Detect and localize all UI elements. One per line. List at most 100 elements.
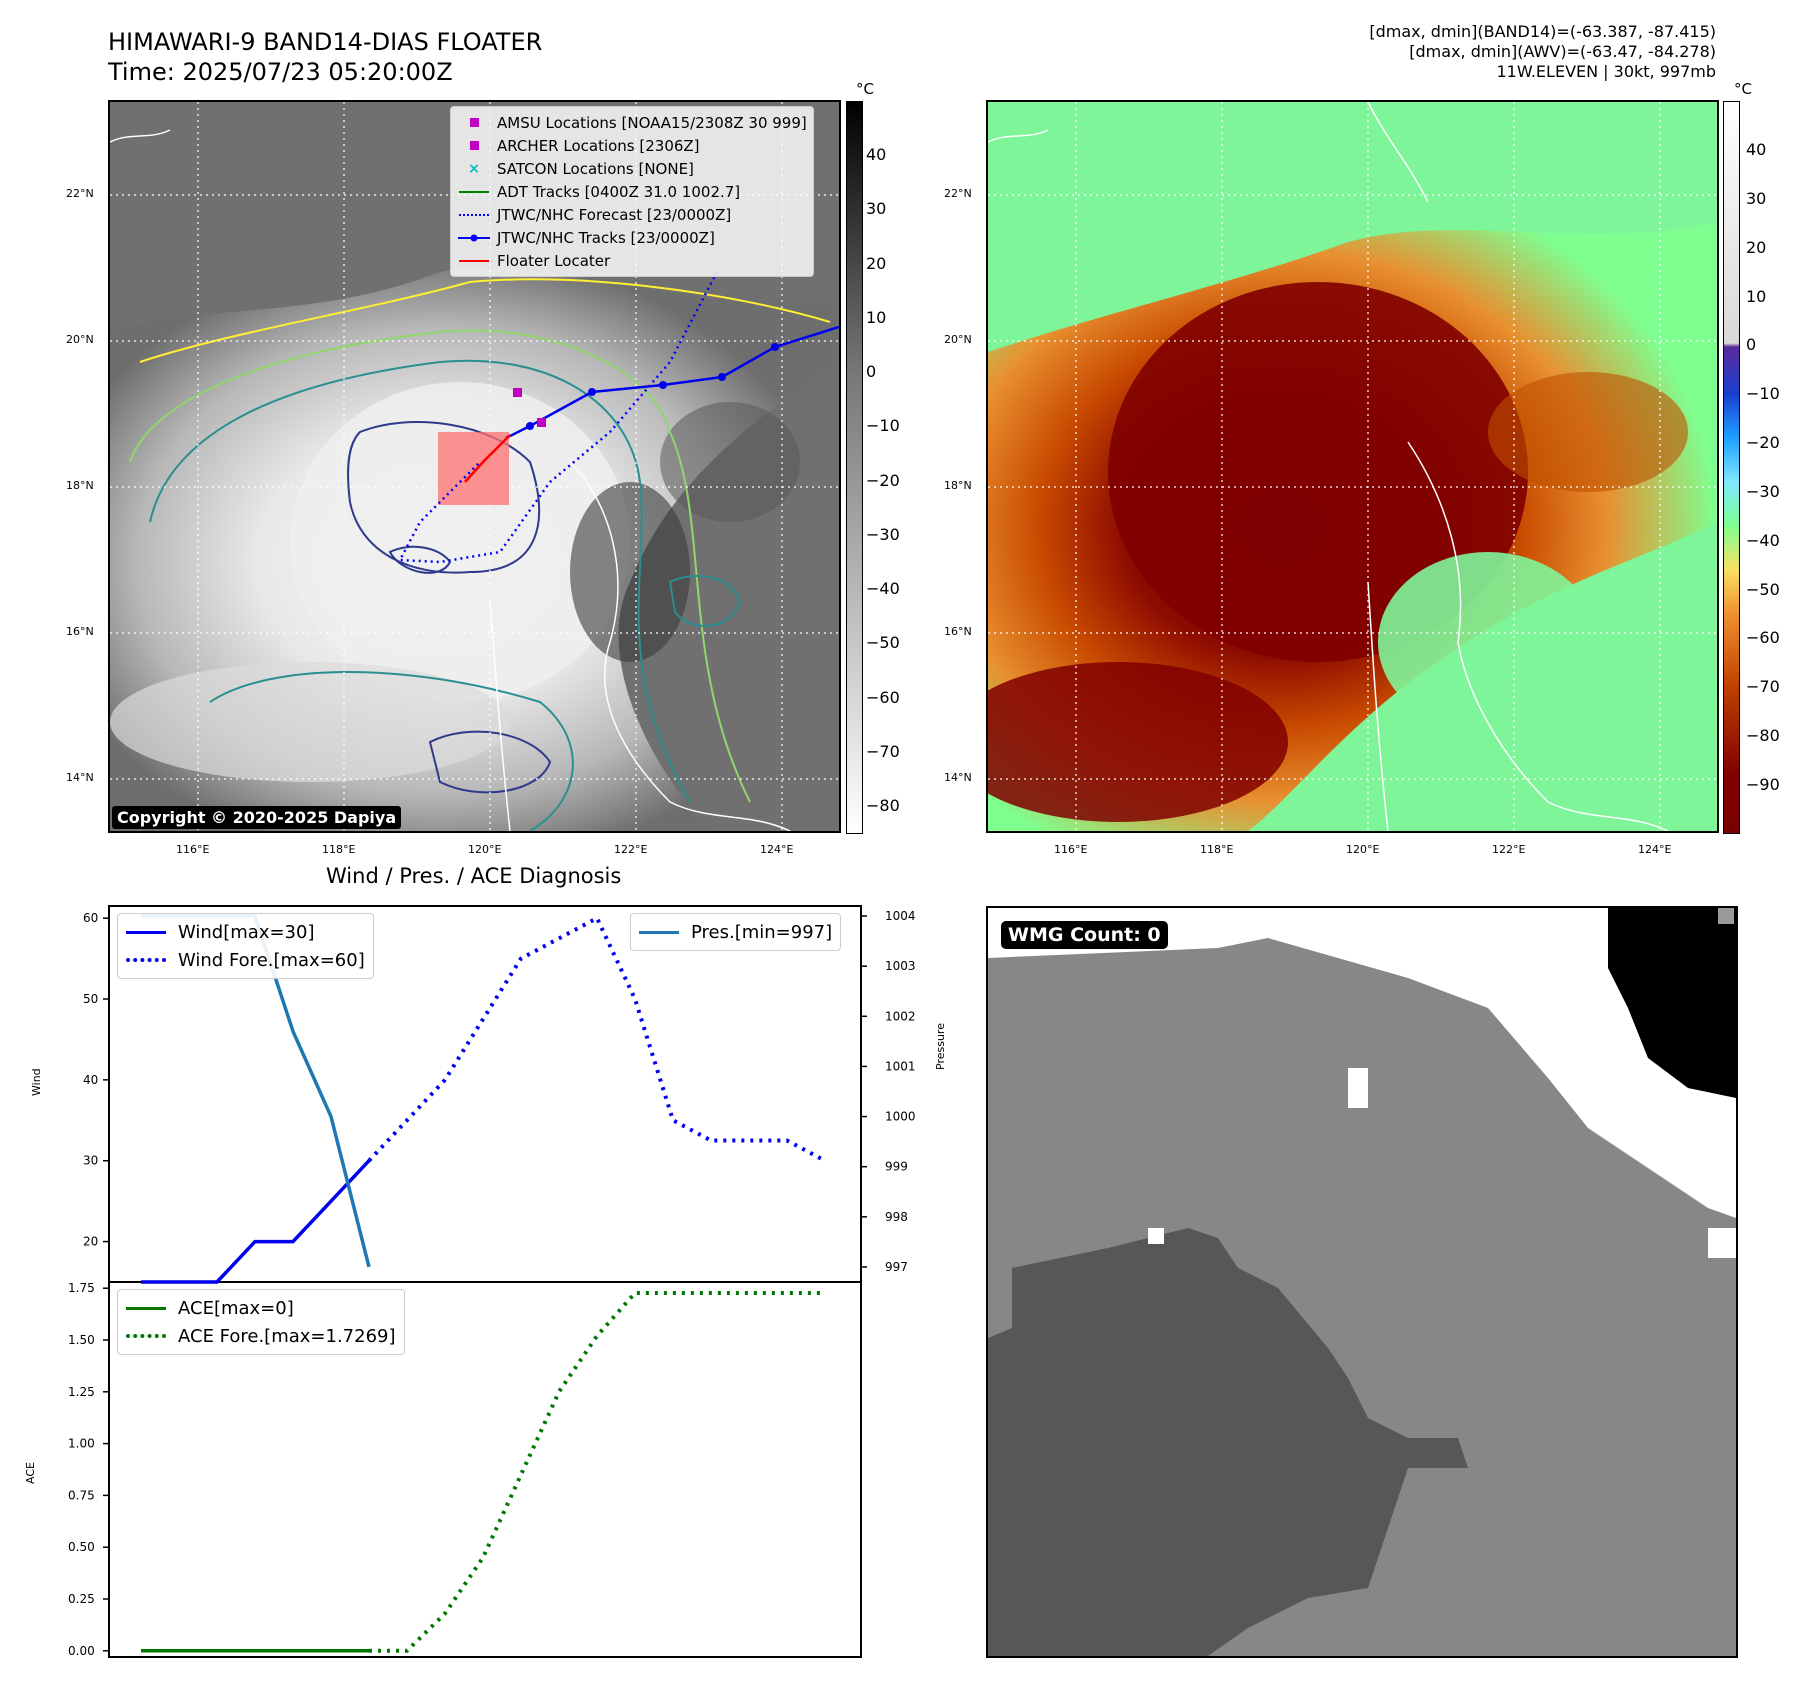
colorbar-gray-unit: °C <box>856 80 874 98</box>
lon-label: 116°E <box>176 843 210 856</box>
ace-tick-label: 0.50 <box>68 1540 95 1554</box>
ace-axes <box>108 1281 862 1658</box>
colorbar-tick-label: −50 <box>1746 579 1780 599</box>
lon-label: 124°E <box>760 843 794 856</box>
colorbar-tick-label: 40 <box>1746 140 1767 159</box>
lon-label: 122°E <box>614 843 648 856</box>
colorbar-tick-label: −20 <box>866 470 900 490</box>
colorbar-tick-label: −90 <box>1746 775 1780 794</box>
wind-tick-label: 20 <box>83 1235 98 1249</box>
wind-tick-label: 50 <box>83 992 98 1006</box>
pressure-tick-label: 1002 <box>885 1009 916 1023</box>
map-legend: AMSU Locations [NOAA15/2308Z 30 999] ARC… <box>450 106 814 277</box>
lat-label: 14°N <box>944 771 972 784</box>
colorbar-color <box>1723 101 1740 834</box>
info-block: [dmax, dmin](BAND14)=(-63.387, -87.415) … <box>1369 22 1716 82</box>
ace-tick-label: 0.75 <box>68 1488 95 1502</box>
colorbar-gray <box>846 101 863 834</box>
lat-label: 22°N <box>66 187 94 200</box>
colorbar-tick-label: 20 <box>866 253 887 273</box>
ir-color-map <box>986 100 1719 833</box>
legend-item-tracks: JTWC/NHC Tracks [23/0000Z] <box>457 226 807 249</box>
diagnosis-title: Wind / Pres. / ACE Diagnosis <box>326 864 622 888</box>
colorbar-tick-label: 20 <box>1746 237 1767 257</box>
colorbar-tick-label: −80 <box>1746 726 1780 746</box>
pressure-tick-label: 998 <box>885 1210 908 1224</box>
lat-label: 20°N <box>66 333 94 346</box>
lat-label: 16°N <box>944 625 972 638</box>
pressure-tick-label: 1003 <box>885 959 916 973</box>
pressure-tick-label: 1001 <box>885 1059 916 1073</box>
ace-series-line-1 <box>369 1291 825 1653</box>
colorbar-color-unit: °C <box>1734 80 1752 98</box>
legend-item-floater: Floater Locater <box>457 249 807 272</box>
colorbar-tick-label: −20 <box>1746 433 1780 453</box>
ace-plot: 0.00 0.25 0.50 0.75 1.00 1.25 1.50 1.75 <box>68 1281 825 1658</box>
info-line-band14: [dmax, dmin](BAND14)=(-63.387, -87.415) <box>1369 22 1716 41</box>
legend-item-ace-forecast: ACE Fore.[max=1.7269] <box>126 1322 396 1350</box>
lat-label: 22°N <box>944 187 972 200</box>
lat-label: 18°N <box>66 479 94 492</box>
lon-label: 118°E <box>1200 843 1234 856</box>
lat-label: 18°N <box>944 479 972 492</box>
lat-label: 20°N <box>944 333 972 346</box>
info-line-awv: [dmax, dmin](AWV)=(-63.47, -84.278) <box>1409 42 1716 61</box>
legend-item-pressure: Pres.[min=997] <box>639 918 832 946</box>
lon-label: 120°E <box>468 843 502 856</box>
ace-tick-label: 1.75 <box>68 1281 95 1295</box>
colorbar-tick-label: −10 <box>1746 384 1780 404</box>
ace-tick-label: 0.00 <box>68 1644 95 1658</box>
legend-item-satcon: × SATCON Locations [NONE] <box>468 159 694 178</box>
legend-item-forecast: JTWC/NHC Forecast [23/0000Z] <box>457 203 807 226</box>
wind-tick-label: 30 <box>83 1154 98 1168</box>
wind-tick-label: 40 <box>83 1073 98 1087</box>
wmg-count-label: WMG Count: 0 <box>1001 921 1168 949</box>
ace-tick-label: 1.50 <box>68 1333 95 1347</box>
wind-legend: Wind[max=30] Wind Fore.[max=60] <box>117 913 374 979</box>
colorbar-tick-label: −70 <box>1746 677 1780 697</box>
legend-item-ace: ACE[max=0] <box>126 1294 396 1322</box>
ace-tick-label: 1.00 <box>68 1437 95 1451</box>
legend-item-wind: Wind[max=30] <box>126 918 365 946</box>
pressure-legend: Pres.[min=997] <box>630 913 842 951</box>
ace-tick-label: 0.25 <box>68 1592 95 1606</box>
figure-title: HIMAWARI-9 BAND14-DIAS FLOATER <box>108 28 543 56</box>
colorbar-tick-label: −50 <box>866 633 900 653</box>
colorbar-tick-label: 10 <box>866 307 887 327</box>
legend-item-adt: ADT Tracks [0400Z 31.0 1002.7] <box>457 180 807 203</box>
ir-color-map-image <box>988 102 1717 831</box>
lon-label: 120°E <box>1346 843 1380 856</box>
colorbar-tick-label: 10 <box>1746 286 1767 306</box>
pressure-tick-label: 1000 <box>885 1110 916 1124</box>
lat-label: 14°N <box>66 771 94 784</box>
colorbar-tick-label: 0 <box>1746 335 1757 355</box>
legend-item-amsu: AMSU Locations [NOAA15/2308Z 30 999] <box>457 111 807 134</box>
colorbar-tick-label: −60 <box>866 687 900 707</box>
ir-gray-map: AMSU Locations [NOAA15/2308Z 30 999] ARC… <box>108 100 841 833</box>
figure-time: Time: 2025/07/23 05:20:00Z <box>108 58 453 86</box>
wmg-panel: WMG Count: 0 <box>986 906 1738 1658</box>
ace-tick-label: 1.25 <box>68 1385 95 1399</box>
legend-item-wind-forecast: Wind Fore.[max=60] <box>126 946 365 974</box>
wind-tick-label: 60 <box>83 911 98 925</box>
pressure-tick-label: 997 <box>885 1260 908 1274</box>
pressure-tick-label: 999 <box>885 1160 908 1174</box>
legend-item-archer: ARCHER Locations [2306Z] <box>457 134 807 157</box>
colorbar-tick-label: −10 <box>866 416 900 436</box>
series-line-1 <box>367 915 826 1163</box>
series-line-0 <box>141 1159 371 1284</box>
colorbar-tick-label: −60 <box>1746 628 1780 648</box>
info-line-storm: 11W.ELEVEN | 30kt, 997mb <box>1496 62 1717 81</box>
colorbar-tick-label: −30 <box>866 524 900 544</box>
colorbar-tick-label: −30 <box>1746 481 1780 501</box>
colorbar-tick-label: −40 <box>1746 530 1780 550</box>
lon-label: 116°E <box>1054 843 1088 856</box>
ace-legend: ACE[max=0] ACE Fore.[max=1.7269] <box>117 1289 405 1355</box>
lon-label: 122°E <box>1492 843 1526 856</box>
colorbar-tick-label: −80 <box>866 796 900 815</box>
pressure-tick-label: 1004 <box>885 909 916 923</box>
colorbar-tick-label: −40 <box>866 579 900 598</box>
wmg-image <box>988 908 1736 1656</box>
colorbar-tick-label: 0 <box>866 362 877 381</box>
